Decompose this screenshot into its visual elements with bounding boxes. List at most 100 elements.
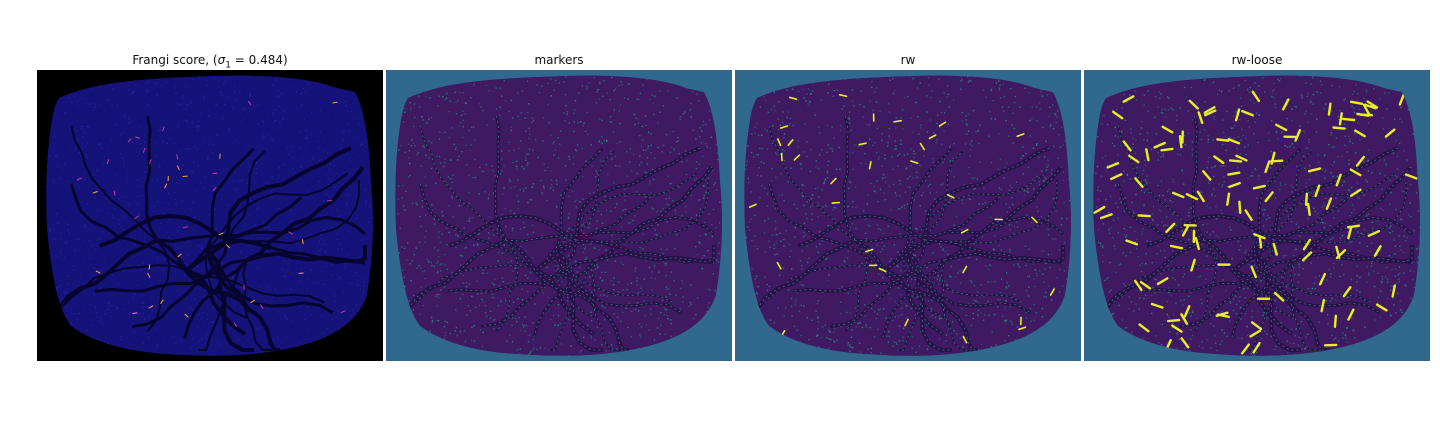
- vessel-segment: [924, 179, 1059, 245]
- segmented-vessel-label: [1049, 288, 1055, 296]
- segmented-vessel-label: [962, 335, 968, 344]
- segmented-vessel-label: [830, 177, 837, 185]
- retina-region: [1093, 75, 1421, 356]
- segmented-vessel-label: [1216, 138, 1230, 142]
- segmented-vessel-label: [1349, 100, 1364, 105]
- panel-rw-loose: rw-loose: [1084, 53, 1430, 361]
- segmented-vessel-label: [1226, 192, 1231, 206]
- frangi-highlight: [340, 310, 346, 314]
- segmented-vessel-label: [1319, 272, 1327, 286]
- frangi-highlight: [225, 244, 231, 249]
- vessel-segment: [185, 147, 255, 272]
- frangi-highlight: [127, 138, 132, 143]
- frangi-highlight: [247, 100, 252, 106]
- segmented-vessel-label: [1125, 239, 1139, 246]
- vessel-segment: [155, 238, 252, 313]
- segmented-vessel-label: [1018, 326, 1027, 331]
- segmented-vessel-label: [1161, 125, 1174, 134]
- segmented-vessel-label: [1227, 171, 1241, 176]
- frangi-highlight: [92, 190, 98, 194]
- vessel-segment: [206, 216, 366, 252]
- retina-region: [46, 75, 374, 356]
- frangi-highlight: [160, 299, 164, 305]
- vessel-segment: [99, 214, 228, 248]
- frangi-highlight: [250, 299, 255, 304]
- segmented-vessel-label: [1156, 277, 1169, 286]
- segmented-vessel-label: [962, 265, 968, 274]
- segmented-vessel-label: [1252, 341, 1261, 354]
- segmented-vessel-label: [1244, 209, 1253, 221]
- segmented-vessel-label: [1110, 173, 1123, 181]
- segmented-vessel-label: [1341, 117, 1356, 122]
- segmented-vessel-label: [1196, 190, 1205, 203]
- segmented-vessel-label: [904, 318, 909, 327]
- segmented-vessel-label: [1335, 245, 1341, 259]
- segmented-vessel-label: [1355, 155, 1365, 167]
- segmented-vessel-label: [1375, 303, 1388, 312]
- segmented-vessel-label: [1251, 90, 1261, 103]
- segmented-vessel-label: [1169, 244, 1184, 250]
- frangi-highlight: [326, 199, 332, 202]
- segmented-vessel-label: [919, 142, 926, 151]
- segmented-vessel-label: [1250, 265, 1257, 279]
- segmented-vessel-label: [1202, 170, 1212, 181]
- segmented-vessel-label: [1347, 308, 1355, 321]
- segmented-vessel-label: [776, 138, 782, 147]
- segmented-vessel-label: [1228, 181, 1241, 189]
- segmented-vessel-label: [1347, 226, 1353, 240]
- segmented-vessel-label: [1272, 242, 1278, 256]
- segmented-vessel-label: [776, 261, 782, 270]
- frangi-highlight: [176, 165, 180, 171]
- segmented-vessel-label: [1349, 168, 1362, 177]
- frangi-highlight: [132, 312, 138, 314]
- frangi-highlight: [176, 154, 179, 160]
- vessel-segment: [199, 259, 248, 351]
- segmented-vessel-label: [1342, 286, 1352, 298]
- segmented-vessel-label: [1139, 280, 1152, 290]
- segmented-vessel-label: [793, 154, 801, 161]
- frangi-score-image: [37, 70, 383, 361]
- segmented-vessel-label: [1145, 148, 1150, 162]
- segmented-vessel-label: [1366, 100, 1379, 109]
- segmented-vessel-label: [1234, 108, 1241, 122]
- segmented-vessel-label: [1128, 154, 1140, 164]
- segmented-vessel-label: [1197, 111, 1204, 125]
- vessel-segment: [225, 146, 352, 241]
- panel-title-markers: markers: [534, 53, 584, 67]
- segmented-vessel-label: [858, 142, 867, 146]
- segmented-vessel-label: [1346, 224, 1361, 229]
- frangi-highlight: [106, 159, 110, 165]
- frangi-highlight: [147, 273, 151, 278]
- segmented-vessel-label: [928, 134, 937, 140]
- retina-region: [744, 75, 1072, 356]
- segmented-vessel-label: [1301, 251, 1313, 262]
- segmented-vessel-label: [1228, 159, 1243, 163]
- vessel-segment: [70, 125, 158, 241]
- segmented-vessel-label: [1325, 197, 1333, 210]
- vessel-segment: [144, 116, 159, 241]
- frangi-highlight: [332, 101, 338, 104]
- vessel-segment: [246, 243, 367, 264]
- segmented-vessel-label: [1349, 188, 1362, 197]
- segmented-vessel-label: [1273, 291, 1285, 302]
- segmented-vessel-label: [938, 121, 947, 127]
- segmented-vessel-label: [1253, 233, 1266, 240]
- segmented-vessel-label: [1384, 128, 1396, 138]
- panel-markers: markers: [386, 53, 732, 361]
- segmented-vessel-label: [1367, 230, 1381, 237]
- segmented-vessel-label: [1373, 245, 1382, 257]
- segmented-vessel-label: [1204, 109, 1217, 117]
- segmented-vessel-label: [1134, 177, 1144, 188]
- frangi-highlight: [233, 322, 238, 328]
- segmented-vessel-label: [1404, 173, 1418, 180]
- segmented-vessel-label: [1137, 214, 1151, 218]
- segmented-vessel-label: [1306, 202, 1311, 217]
- markers-image: [386, 70, 732, 361]
- frangi-highlight: [148, 264, 151, 270]
- segmented-vessel-label: [1183, 305, 1191, 318]
- segmented-vessel-label: [1398, 93, 1406, 106]
- segmented-vessel-label: [1240, 343, 1251, 355]
- segmented-vessel-label: [1106, 162, 1120, 169]
- vessel-segment: [944, 243, 1065, 264]
- panel-title-frangi: Frangi score, (σ1 = 0.484): [132, 53, 288, 71]
